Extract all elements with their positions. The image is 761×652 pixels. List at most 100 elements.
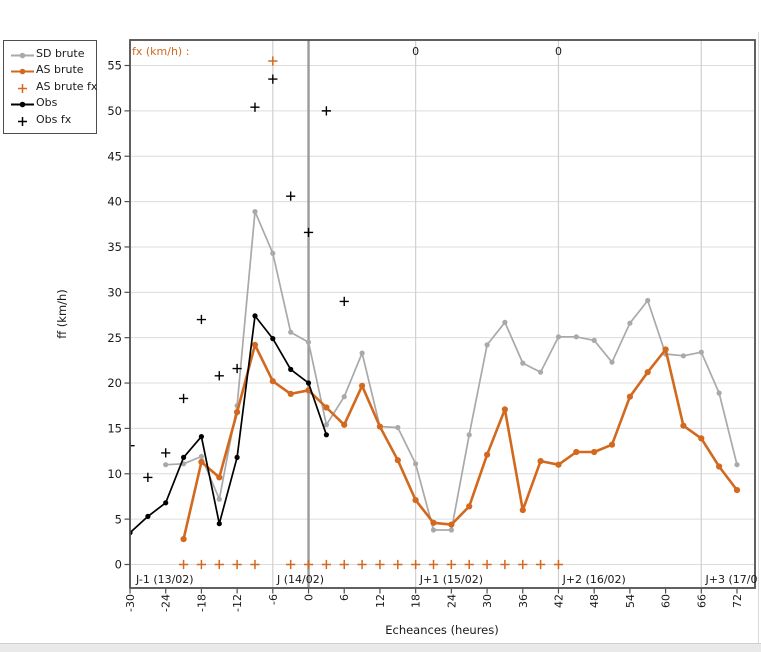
day-label: J-1 (13/02) <box>135 573 194 586</box>
plus-marker <box>161 448 171 458</box>
data-point <box>234 454 240 460</box>
data-point <box>466 432 472 438</box>
data-point <box>323 432 329 438</box>
data-point <box>216 521 222 527</box>
plus-marker <box>286 191 296 201</box>
data-point <box>573 334 579 340</box>
data-point <box>252 209 258 215</box>
legend-label: Obs <box>36 96 58 110</box>
y-tick-label: 45 <box>107 149 122 163</box>
data-point <box>395 424 401 431</box>
plus-marker <box>321 106 331 116</box>
x-tick-label: 12 <box>374 594 387 608</box>
data-point <box>323 404 330 411</box>
y-tick-label: 5 <box>115 512 122 526</box>
plus-marker <box>411 559 421 570</box>
data-point <box>644 369 651 376</box>
data-point <box>181 454 187 460</box>
y-axis-title: ff (km/h) <box>55 289 69 339</box>
data-point <box>269 378 276 385</box>
data-point <box>341 394 347 400</box>
data-point <box>698 349 704 355</box>
data-point <box>448 521 455 528</box>
series-line <box>182 343 739 540</box>
plus-marker <box>357 559 367 570</box>
series-obs-fx <box>129 74 349 483</box>
plus-marker <box>375 559 385 570</box>
data-point <box>591 448 598 456</box>
series-sd-brute <box>163 209 740 533</box>
y-tick-label: 50 <box>107 104 122 118</box>
data-point <box>270 250 276 256</box>
x-tick-label: -24 <box>160 594 173 612</box>
legend-swatch <box>9 80 36 93</box>
legend-label: SD brute <box>36 46 85 60</box>
plus-marker <box>250 102 260 112</box>
data-point <box>734 462 740 468</box>
data-point <box>484 342 490 348</box>
data-point <box>555 461 562 468</box>
y-tick-label: 25 <box>107 331 122 345</box>
plus-marker <box>428 559 439 570</box>
data-point <box>376 423 383 430</box>
legend-line-dot-swatch <box>11 101 34 108</box>
x-tick-label: -18 <box>195 594 208 612</box>
legend-plus-swatch <box>18 83 27 93</box>
data-point <box>305 339 312 345</box>
data-point <box>251 341 259 348</box>
data-point <box>270 336 276 342</box>
x-tick-label: 60 <box>660 594 673 608</box>
data-point <box>180 536 187 543</box>
day-label: J+3 (17/0 <box>705 573 758 586</box>
plus-marker <box>232 363 242 374</box>
x-tick-label: 36 <box>517 594 530 608</box>
data-point <box>626 393 634 400</box>
data-point <box>394 457 401 464</box>
plus-marker <box>214 371 224 381</box>
chart-plot-area: 0 5 10 15 20 25 30 35 40 45 50 55 -30 -24 -18 -12 -6 0 6 12… <box>107 39 758 612</box>
legend-label: AS brute <box>36 63 84 77</box>
x-tick-label: 18 <box>410 594 423 608</box>
x-axis-title: Echeances (heures) <box>385 623 499 637</box>
y-tick-label: 10 <box>107 467 122 481</box>
series-as-brute-fx <box>178 56 564 570</box>
data-point <box>466 503 473 510</box>
y-tick-label: 20 <box>107 376 122 390</box>
data-point <box>591 337 597 343</box>
data-point <box>733 487 741 494</box>
gridlines <box>130 40 755 588</box>
y-tick-label: 30 <box>107 285 122 299</box>
day-label: J (14/02) <box>276 573 324 586</box>
plus-marker <box>303 227 314 238</box>
data-point <box>716 390 722 396</box>
legend-item-sd-brute: SD brute <box>9 45 94 62</box>
data-point <box>501 406 508 413</box>
plus-marker <box>482 559 492 570</box>
plus-marker <box>553 559 564 570</box>
data-point <box>163 500 169 506</box>
legend-item-as-brute-fx: AS brute fx <box>9 78 97 95</box>
data-point <box>288 329 294 335</box>
window-bottom-strip <box>0 643 761 652</box>
data-point <box>609 359 615 365</box>
plot-box <box>129 39 756 589</box>
plus-marker <box>250 559 260 570</box>
data-point <box>537 458 544 465</box>
legend-item-obs-fx: Obs fx <box>9 111 94 128</box>
data-point <box>502 319 508 325</box>
x-tick-label: 30 <box>481 594 494 608</box>
plus-marker <box>178 393 189 404</box>
plus-marker <box>446 559 456 570</box>
window-right-edge <box>758 32 759 644</box>
data-point <box>163 462 169 468</box>
y-tick-label: 40 <box>107 195 122 209</box>
plus-marker <box>196 314 207 325</box>
x-tick-label: -6 <box>267 594 280 605</box>
plus-marker <box>339 559 349 570</box>
data-point <box>698 435 705 442</box>
data-point <box>519 507 526 514</box>
day-label: J+1 (15/02) <box>419 573 483 586</box>
data-point <box>234 409 241 416</box>
plus-marker <box>268 74 278 84</box>
